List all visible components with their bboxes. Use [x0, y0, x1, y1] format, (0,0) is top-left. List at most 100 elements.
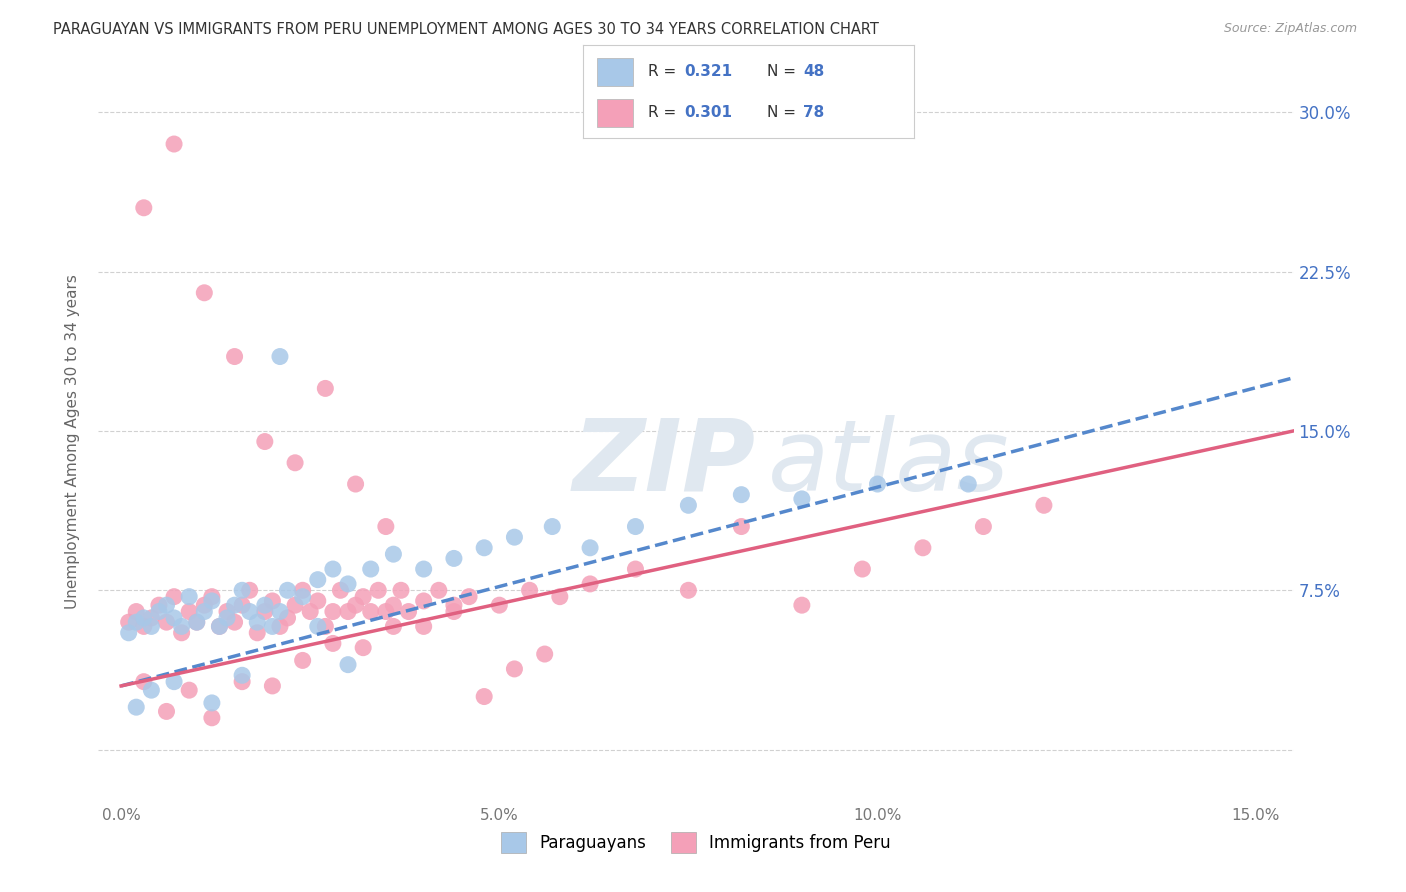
Point	[253, 605, 276, 619]
Point	[276, 611, 298, 625]
Text: ZIP: ZIP	[572, 415, 756, 512]
Point	[503, 530, 526, 544]
Point	[269, 619, 291, 633]
Point	[314, 381, 336, 395]
Point	[443, 598, 465, 612]
Point	[193, 598, 215, 612]
Text: 0.301: 0.301	[685, 105, 733, 120]
Point	[291, 590, 314, 604]
Point	[231, 583, 253, 598]
Point	[148, 598, 170, 612]
Point	[533, 647, 555, 661]
Point	[360, 605, 382, 619]
Point	[208, 619, 231, 633]
Text: Source: ZipAtlas.com: Source: ZipAtlas.com	[1223, 22, 1357, 36]
Point	[344, 477, 367, 491]
Point	[269, 350, 291, 364]
Point	[337, 605, 360, 619]
Point	[125, 700, 148, 714]
Point	[548, 590, 571, 604]
Point	[132, 619, 155, 633]
Point	[307, 619, 329, 633]
Point	[329, 583, 352, 598]
Point	[163, 611, 186, 625]
Text: R =: R =	[648, 105, 681, 120]
Point	[193, 605, 215, 619]
Point	[276, 583, 298, 598]
Point	[262, 679, 284, 693]
Point	[911, 541, 934, 555]
Point	[201, 696, 224, 710]
Point	[624, 562, 647, 576]
Point	[163, 136, 186, 151]
Point	[163, 674, 186, 689]
Point	[443, 551, 465, 566]
Text: atlas: atlas	[768, 415, 1010, 512]
Point	[678, 498, 700, 512]
Point	[132, 201, 155, 215]
Point	[374, 519, 396, 533]
Point	[307, 594, 329, 608]
FancyBboxPatch shape	[596, 58, 633, 86]
Point	[179, 605, 201, 619]
Point	[148, 605, 170, 619]
Point	[132, 611, 155, 625]
Point	[472, 541, 495, 555]
Point	[412, 594, 434, 608]
Point	[215, 611, 238, 625]
Point	[269, 605, 291, 619]
Legend: Paraguayans, Immigrants from Peru: Paraguayans, Immigrants from Peru	[495, 826, 897, 860]
Text: N =: N =	[766, 64, 801, 79]
Point	[307, 573, 329, 587]
Point	[678, 583, 700, 598]
Point	[239, 583, 262, 598]
Text: 0.321: 0.321	[685, 64, 733, 79]
Point	[141, 611, 163, 625]
Point	[314, 619, 336, 633]
Point	[170, 619, 193, 633]
Point	[957, 477, 980, 491]
Point	[193, 285, 215, 300]
Point	[322, 636, 344, 650]
Point	[262, 594, 284, 608]
Point	[186, 615, 208, 630]
Point	[541, 519, 564, 533]
Point	[186, 615, 208, 630]
Point	[624, 519, 647, 533]
Point	[231, 668, 253, 682]
Point	[322, 605, 344, 619]
Point	[291, 583, 314, 598]
Point	[337, 577, 360, 591]
Text: PARAGUAYAN VS IMMIGRANTS FROM PERU UNEMPLOYMENT AMONG AGES 30 TO 34 YEARS CORREL: PARAGUAYAN VS IMMIGRANTS FROM PERU UNEMP…	[53, 22, 879, 37]
Point	[246, 615, 269, 630]
Point	[382, 547, 405, 561]
Point	[503, 662, 526, 676]
Point	[382, 598, 405, 612]
Point	[253, 598, 276, 612]
Point	[866, 477, 889, 491]
Point	[299, 605, 322, 619]
Point	[246, 625, 269, 640]
Text: 48: 48	[803, 64, 824, 79]
Point	[851, 562, 873, 576]
Point	[579, 541, 602, 555]
Text: R =: R =	[648, 64, 681, 79]
Point	[291, 653, 314, 667]
Point	[239, 605, 262, 619]
Point	[389, 583, 412, 598]
Point	[374, 605, 396, 619]
Point	[208, 619, 231, 633]
FancyBboxPatch shape	[596, 99, 633, 127]
Point	[730, 488, 752, 502]
Point	[972, 519, 994, 533]
Point	[412, 619, 434, 633]
Point	[360, 562, 382, 576]
Point	[155, 615, 177, 630]
Point	[224, 598, 246, 612]
Point	[382, 619, 405, 633]
Point	[458, 590, 481, 604]
Point	[367, 583, 389, 598]
Point	[352, 640, 374, 655]
Text: N =: N =	[766, 105, 801, 120]
Point	[790, 491, 813, 506]
